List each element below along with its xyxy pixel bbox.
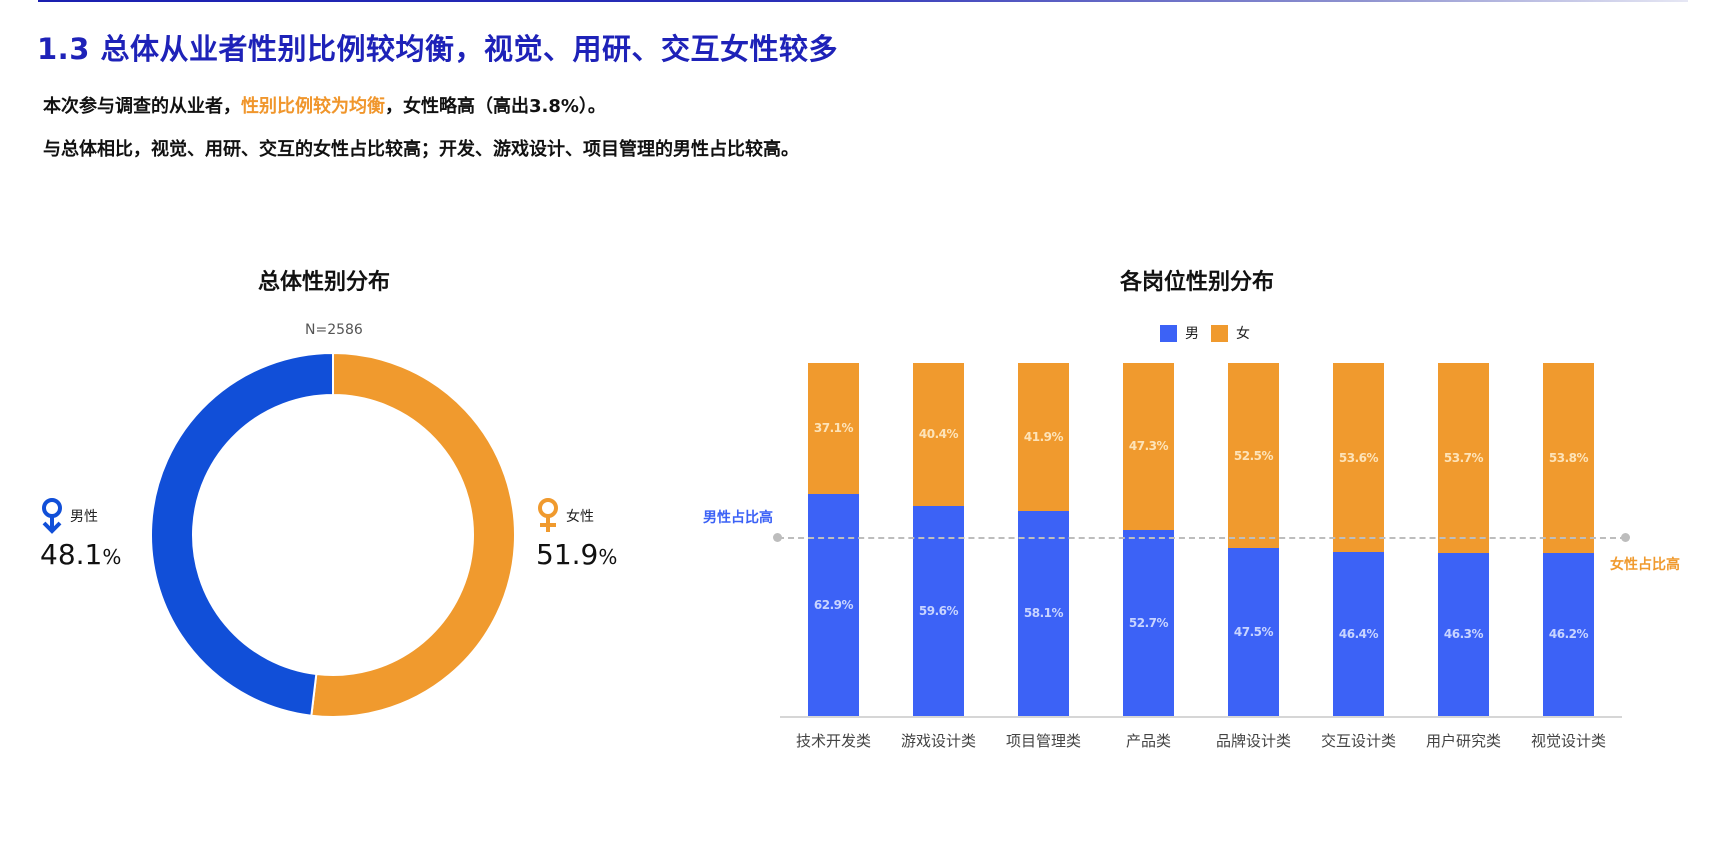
bar-segment-female[interactable]: 47.3%: [1123, 363, 1174, 530]
bar-chart-legend: 男 女: [1160, 323, 1254, 343]
bar-0[interactable]: 37.1% 62.9%: [808, 363, 859, 716]
gender-donut-chart: [150, 351, 516, 718]
reference-line-start-dot: [773, 533, 782, 542]
bar-segment-male[interactable]: 62.9%: [808, 493, 859, 716]
bar-segment-female[interactable]: 40.4%: [913, 363, 964, 506]
x-axis-label: 视觉设计类: [1530, 732, 1606, 750]
sample-size-label: N=2586: [305, 322, 363, 338]
bar-segment-female[interactable]: 41.9%: [1018, 363, 1069, 511]
female-label: 女性: [566, 509, 594, 525]
bar-segment-female[interactable]: 53.6%: [1333, 363, 1384, 553]
female-symbol-icon: [538, 498, 558, 532]
male-summary: 男性 48.1%: [40, 498, 121, 571]
male-symbol-icon: [42, 498, 62, 534]
bar-1[interactable]: 40.4% 59.6%: [913, 363, 964, 716]
female-summary: 女性 51.9%: [536, 498, 617, 571]
donut-segment-male[interactable]: [150, 351, 334, 717]
bar-2[interactable]: 41.9% 58.1%: [1018, 363, 1069, 716]
x-axis-label: 产品类: [1125, 732, 1171, 750]
bar-segment-male[interactable]: 46.4%: [1333, 552, 1384, 716]
bar-segment-male[interactable]: 46.2%: [1543, 552, 1594, 716]
bar-segment-female[interactable]: 53.7%: [1438, 363, 1489, 553]
description-text: ，女性略高（高出3.8%）。: [385, 96, 606, 117]
page-title: 1.3 总体从业者性别比例较均衡，视觉、用研、交互女性较多: [37, 32, 838, 66]
reference-line: [778, 537, 1626, 539]
legend-label: 男: [1185, 326, 1199, 342]
bar-segment-male[interactable]: 58.1%: [1018, 510, 1069, 716]
x-axis-label: 游戏设计类: [900, 732, 976, 750]
legend-label: 女: [1236, 326, 1250, 342]
x-axis-line: [780, 716, 1622, 718]
legend-swatch-female: [1211, 324, 1228, 342]
bar-chart-title: 各岗位性别分布: [1120, 270, 1275, 295]
female-percentage: 51.9%: [536, 538, 617, 571]
male-unit: %: [102, 545, 122, 569]
donut-segment-female[interactable]: [310, 351, 516, 718]
bar-3[interactable]: 47.3% 52.7%: [1123, 363, 1174, 716]
header-rule: [38, 0, 1688, 2]
description-line-2: 与总体相比，视觉、用研、交互的女性占比较高；开发、游戏设计、项目管理的男性占比较…: [43, 139, 799, 160]
description-highlight: 性别比例较为均衡: [241, 96, 385, 117]
bar-segment-male[interactable]: 47.5%: [1228, 548, 1279, 716]
description-line-1: 本次参与调查的从业者，性别比例较为均衡，女性略高（高出3.8%）。: [43, 92, 606, 118]
female-higher-label: 女性占比高: [1610, 557, 1680, 573]
bar-segment-male[interactable]: 46.3%: [1438, 552, 1489, 716]
male-higher-label: 男性占比高: [703, 510, 773, 526]
bar-segment-female[interactable]: 37.1%: [808, 363, 859, 494]
x-axis-label: 用户研究类: [1425, 732, 1501, 750]
legend-item-female[interactable]: 女: [1211, 323, 1250, 343]
female-unit: %: [598, 545, 618, 569]
x-axis-label: 项目管理类: [1005, 732, 1081, 750]
donut-chart-title: 总体性别分布: [258, 270, 391, 295]
bar-segment-female[interactable]: 53.8%: [1543, 363, 1594, 553]
legend-item-male[interactable]: 男: [1160, 323, 1199, 343]
description-text: 本次参与调查的从业者，: [43, 96, 241, 117]
reference-line-end-dot: [1621, 533, 1630, 542]
x-axis-label: 技术开发类: [795, 732, 871, 750]
bar-6[interactable]: 53.7% 46.3%: [1438, 363, 1489, 716]
bar-5[interactable]: 53.6% 46.4%: [1333, 363, 1384, 716]
bar-segment-male[interactable]: 52.7%: [1123, 529, 1174, 716]
x-axis-label: 品牌设计类: [1215, 732, 1291, 750]
bar-segment-male[interactable]: 59.6%: [913, 505, 964, 716]
x-axis-label: 交互设计类: [1320, 732, 1396, 750]
legend-swatch-male: [1160, 324, 1177, 342]
male-label: 男性: [70, 509, 98, 525]
bar-4[interactable]: 52.5% 47.5%: [1228, 363, 1279, 716]
female-value: 51.9: [536, 538, 599, 571]
male-percentage: 48.1%: [40, 538, 121, 571]
male-value: 48.1: [40, 538, 103, 571]
bar-segment-female[interactable]: 52.5%: [1228, 363, 1279, 549]
bar-7[interactable]: 53.8% 46.2%: [1543, 363, 1594, 716]
